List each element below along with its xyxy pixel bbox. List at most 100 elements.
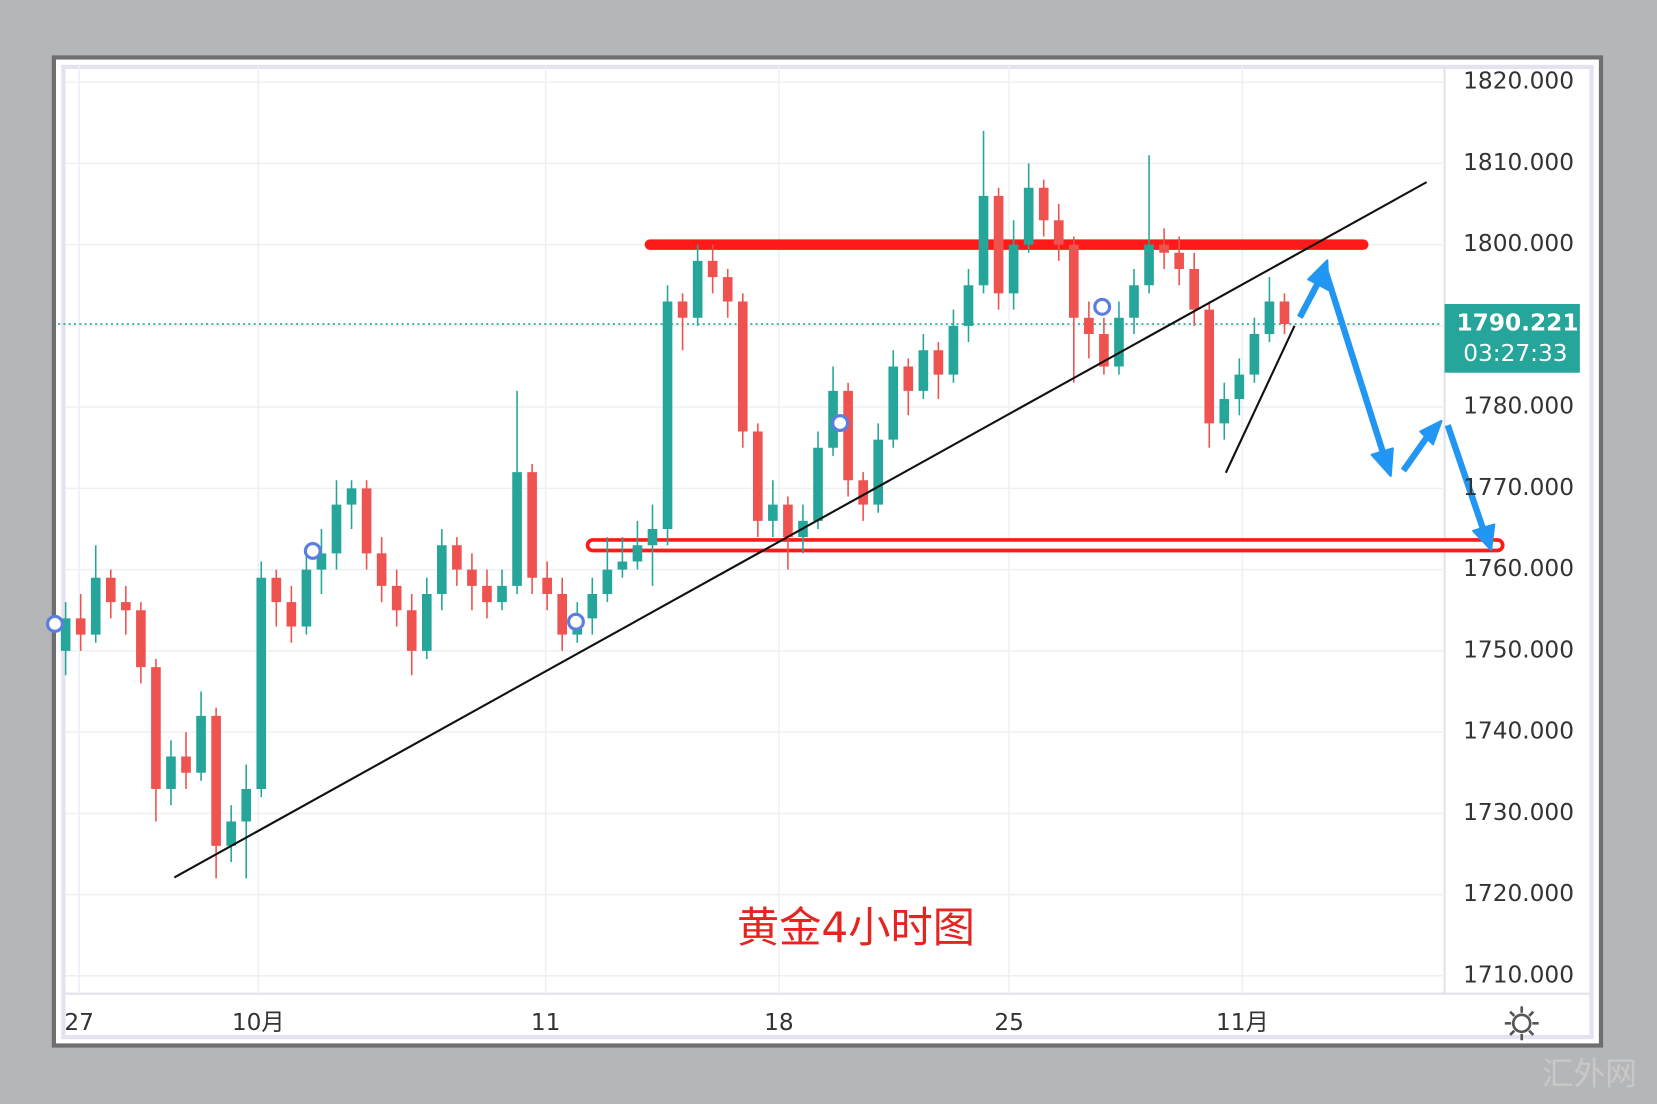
candle-body — [1084, 317, 1094, 335]
y-tick-label: 1770.000 — [1463, 474, 1574, 501]
x-tick-label: 25 — [994, 1009, 1024, 1036]
candle-body — [888, 366, 899, 440]
short-trend-line — [1224, 325, 1296, 474]
y-tick-label: 1820.000 — [1463, 68, 1574, 95]
candle-body — [903, 366, 914, 391]
x-tick-label: 10月 — [232, 1009, 285, 1036]
arrow-down — [1322, 268, 1388, 458]
y-tick-label: 1760.000 — [1463, 555, 1574, 582]
arrowhead — [1472, 523, 1496, 551]
levels — [58, 239, 1505, 553]
candle-body — [1144, 244, 1154, 286]
candle-body — [587, 593, 598, 619]
candle-body — [813, 447, 823, 521]
annotations — [45, 181, 1539, 1041]
event-marker — [45, 614, 64, 633]
candle-body — [707, 260, 718, 278]
candle-body — [963, 285, 974, 326]
candle-body — [316, 553, 327, 570]
candle-body — [843, 390, 853, 481]
support-level — [585, 538, 1505, 553]
watermark: 汇外网 — [1542, 1057, 1637, 1093]
forecast-arrows — [1297, 259, 1496, 551]
candle-body — [948, 325, 959, 375]
candle-body — [346, 488, 357, 505]
y-tick-label: 1740.000 — [1463, 718, 1574, 745]
event-marker — [1093, 297, 1112, 316]
candle-body — [557, 593, 568, 635]
candle-body — [1159, 244, 1169, 253]
candle-body — [391, 585, 402, 611]
candle-body — [151, 667, 161, 789]
candle-body — [1008, 244, 1019, 294]
arrowhead — [1370, 447, 1394, 477]
candle-body — [60, 618, 71, 651]
candle-body — [1023, 187, 1034, 245]
candle-body — [527, 472, 537, 578]
candle-body — [1069, 244, 1079, 318]
candle-body — [692, 260, 703, 318]
event-marker — [303, 541, 322, 560]
candle-body — [1249, 334, 1260, 375]
x-tick-label: 11 — [531, 1009, 561, 1036]
candle-body — [271, 577, 282, 603]
candle-body — [331, 504, 342, 554]
event-marker — [566, 612, 585, 631]
y-tick-label: 1750.000 — [1463, 636, 1574, 663]
candle-body — [783, 504, 793, 538]
candle-body — [722, 277, 733, 302]
candle-body — [918, 350, 929, 391]
candle-body — [753, 431, 763, 521]
candle-body — [662, 301, 673, 529]
candle-body — [1204, 309, 1215, 424]
candle-body — [1174, 252, 1184, 270]
settings-icon[interactable] — [1504, 1006, 1539, 1041]
candle-body — [497, 585, 507, 603]
candle-body — [241, 788, 252, 822]
candle-body — [1279, 301, 1290, 325]
candle-body — [1129, 285, 1139, 318]
candle-body — [647, 528, 658, 546]
candle-body — [75, 618, 86, 635]
candle-body — [873, 439, 884, 505]
arrowhead — [1419, 419, 1443, 446]
y-tick-label: 1810.000 — [1463, 149, 1574, 176]
candle-body — [933, 350, 944, 375]
candle-body — [1114, 317, 1124, 367]
candle-body — [361, 488, 372, 554]
candle-body — [226, 821, 236, 846]
candle-body — [286, 602, 297, 627]
candle-body — [121, 602, 131, 611]
candles — [60, 130, 1290, 879]
candle-body — [1053, 220, 1064, 245]
candle-body — [617, 561, 628, 570]
x-tick-label: 11月 — [1216, 1009, 1269, 1036]
candle-body — [1038, 187, 1049, 221]
candle-body — [301, 569, 312, 627]
y-tick-label: 1780.000 — [1463, 393, 1574, 420]
candle-body — [602, 569, 613, 594]
y-tick-label: 1800.000 — [1463, 230, 1574, 257]
candle-body — [196, 715, 206, 773]
candle-body — [1189, 269, 1200, 310]
last-price-label: 1790.221 — [1457, 310, 1579, 337]
x-tick-label: 18 — [764, 1009, 794, 1036]
candle-body — [166, 756, 176, 789]
inner-frame — [61, 64, 1594, 1040]
event-markers — [45, 297, 1112, 633]
candle-body — [1099, 334, 1109, 367]
candle-body — [858, 480, 868, 505]
chart-title: 黄金4小时图 — [737, 903, 975, 952]
candle-body — [632, 545, 643, 562]
countdown-label: 03:27:33 — [1463, 340, 1567, 367]
x-tick-label: 27 — [64, 1009, 94, 1036]
y-tick-label: 1720.000 — [1463, 880, 1574, 907]
candle-body — [181, 756, 191, 773]
candle-body — [437, 545, 447, 594]
candle-body — [993, 195, 1004, 294]
candle-body — [421, 593, 432, 651]
candle-body — [136, 610, 146, 668]
candle-body — [105, 577, 116, 603]
